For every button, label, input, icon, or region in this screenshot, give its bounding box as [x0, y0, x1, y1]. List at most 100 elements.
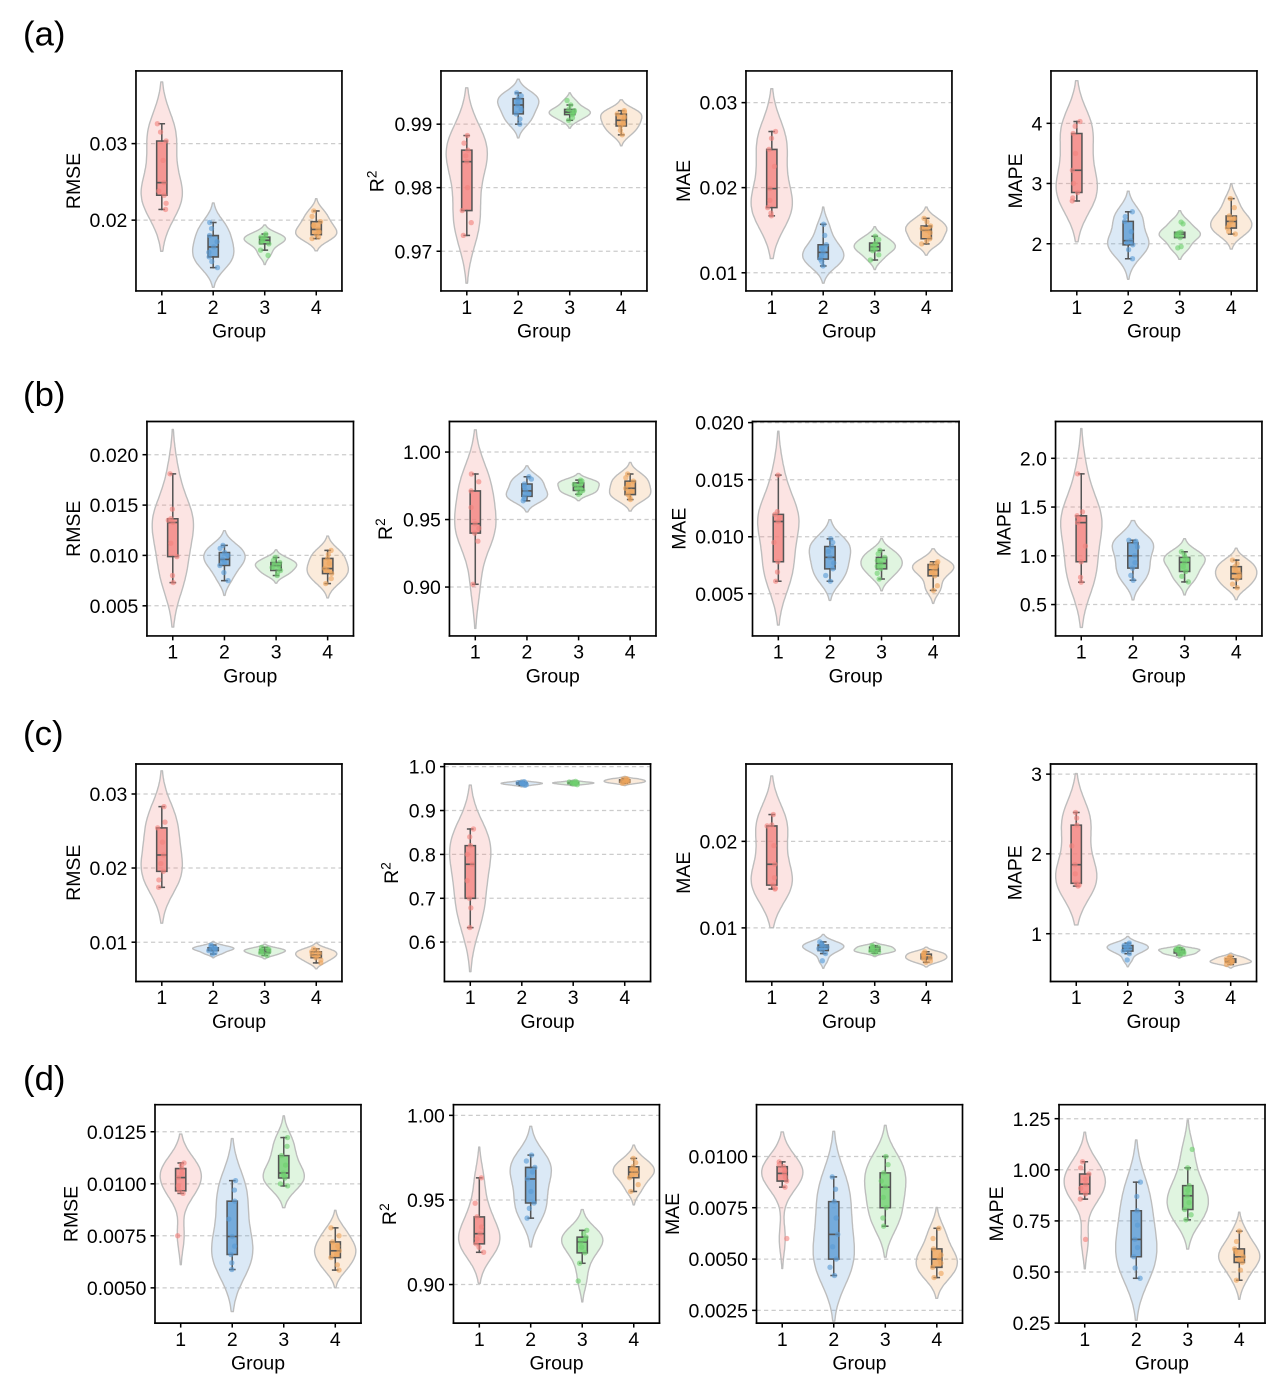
svg-text:0.8: 0.8	[409, 845, 436, 867]
svg-text:2: 2	[1122, 987, 1133, 1009]
svg-text:Group: Group	[212, 320, 266, 342]
svg-text:1: 1	[1079, 1329, 1090, 1351]
svg-text:(b): (b)	[23, 376, 65, 414]
svg-text:2.0: 2.0	[1020, 448, 1047, 470]
svg-text:0.25: 0.25	[1013, 1313, 1051, 1335]
svg-text:1.25: 1.25	[1013, 1109, 1051, 1131]
svg-text:4: 4	[1234, 1329, 1245, 1351]
svg-text:0.005: 0.005	[695, 584, 744, 606]
svg-text:0.020: 0.020	[90, 445, 139, 467]
svg-text:2: 2	[825, 642, 836, 664]
svg-text:0.0075: 0.0075	[688, 1198, 747, 1220]
svg-text:RMSE: RMSE	[63, 153, 85, 209]
svg-text:MAE: MAE	[673, 160, 695, 202]
svg-text:0.75: 0.75	[1013, 1211, 1051, 1233]
svg-text:4: 4	[931, 1329, 942, 1351]
svg-text:0.95: 0.95	[407, 1190, 445, 1212]
svg-text:Group: Group	[526, 665, 580, 687]
svg-text:MAPE: MAPE	[1005, 153, 1027, 208]
svg-text:0.50: 0.50	[1013, 1262, 1051, 1284]
svg-text:4: 4	[616, 297, 627, 319]
svg-text:1: 1	[1071, 987, 1082, 1009]
svg-text:3: 3	[876, 642, 887, 664]
svg-text:4: 4	[921, 987, 932, 1009]
svg-text:1: 1	[1031, 924, 1042, 946]
svg-text:4: 4	[921, 297, 932, 319]
svg-text:0.0075: 0.0075	[87, 1226, 146, 1248]
svg-text:Group: Group	[520, 1011, 574, 1033]
svg-text:Group: Group	[822, 1011, 876, 1033]
svg-text:0.01: 0.01	[700, 918, 738, 940]
svg-text:0.010: 0.010	[695, 527, 744, 549]
svg-text:1: 1	[474, 1329, 485, 1351]
svg-text:0.02: 0.02	[90, 858, 128, 880]
svg-text:Group: Group	[223, 665, 277, 687]
svg-text:0.015: 0.015	[90, 495, 139, 517]
svg-text:0.02: 0.02	[90, 210, 128, 232]
svg-text:Group: Group	[832, 1353, 886, 1375]
svg-text:Group: Group	[517, 320, 571, 342]
svg-text:2: 2	[208, 987, 219, 1009]
svg-text:4: 4	[1231, 642, 1242, 664]
svg-text:R 2: R 2	[376, 1203, 401, 1225]
svg-text:1: 1	[156, 297, 167, 319]
svg-text:4: 4	[1225, 987, 1236, 1009]
svg-text:3: 3	[1174, 987, 1185, 1009]
svg-text:0.6: 0.6	[409, 932, 436, 954]
svg-text:2: 2	[1123, 297, 1134, 319]
svg-text:3: 3	[1031, 764, 1042, 786]
svg-text:2: 2	[219, 642, 230, 664]
svg-text:(c): (c)	[23, 715, 63, 753]
svg-text:4: 4	[1226, 297, 1237, 319]
svg-text:2: 2	[818, 987, 829, 1009]
svg-text:2: 2	[828, 1329, 839, 1351]
svg-text:2: 2	[522, 642, 533, 664]
svg-text:2: 2	[227, 1329, 238, 1351]
svg-text:Group: Group	[822, 320, 876, 342]
svg-text:MAPE: MAPE	[1005, 845, 1027, 900]
svg-text:1: 1	[766, 987, 777, 1009]
svg-text:4: 4	[311, 297, 322, 319]
svg-text:3: 3	[564, 297, 575, 319]
svg-text:MAPE: MAPE	[986, 1186, 1008, 1241]
svg-text:R 2: R 2	[378, 862, 403, 884]
svg-text:2: 2	[1031, 844, 1042, 866]
svg-text:1.00: 1.00	[403, 442, 441, 464]
svg-text:3: 3	[869, 987, 880, 1009]
svg-text:4: 4	[322, 642, 333, 664]
svg-text:2: 2	[1032, 234, 1043, 256]
svg-text:0.0050: 0.0050	[688, 1249, 748, 1271]
svg-text:3: 3	[568, 987, 579, 1009]
svg-text:0.02: 0.02	[700, 178, 738, 200]
svg-text:0.03: 0.03	[90, 784, 128, 806]
svg-text:0.0125: 0.0125	[87, 1122, 146, 1144]
svg-text:3: 3	[1174, 297, 1185, 319]
svg-text:0.7: 0.7	[409, 888, 436, 910]
svg-text:1: 1	[470, 642, 481, 664]
svg-text:1.0: 1.0	[409, 757, 436, 779]
svg-text:2: 2	[208, 297, 219, 319]
svg-text:1: 1	[1076, 642, 1087, 664]
svg-text:0.01: 0.01	[90, 932, 128, 954]
svg-text:0.90: 0.90	[403, 577, 441, 599]
svg-text:RMSE: RMSE	[63, 845, 85, 901]
svg-text:MAE: MAE	[669, 508, 691, 550]
svg-text:Group: Group	[1127, 320, 1181, 342]
svg-text:1.5: 1.5	[1020, 497, 1047, 519]
svg-text:Group: Group	[530, 1353, 584, 1375]
svg-text:3: 3	[573, 642, 584, 664]
svg-text:3: 3	[278, 1329, 289, 1351]
svg-text:2: 2	[525, 1329, 536, 1351]
svg-text:2: 2	[513, 297, 524, 319]
svg-text:Group: Group	[212, 1011, 266, 1033]
svg-text:4: 4	[619, 987, 630, 1009]
svg-text:0.5: 0.5	[1020, 595, 1047, 617]
svg-text:3: 3	[259, 297, 270, 319]
svg-text:RMSE: RMSE	[63, 501, 85, 557]
svg-text:MAE: MAE	[662, 1193, 684, 1235]
svg-text:Group: Group	[231, 1353, 285, 1375]
svg-text:0.95: 0.95	[403, 510, 441, 532]
svg-text:4: 4	[628, 1329, 639, 1351]
svg-text:0.015: 0.015	[695, 470, 744, 492]
svg-text:Group: Group	[829, 665, 883, 687]
